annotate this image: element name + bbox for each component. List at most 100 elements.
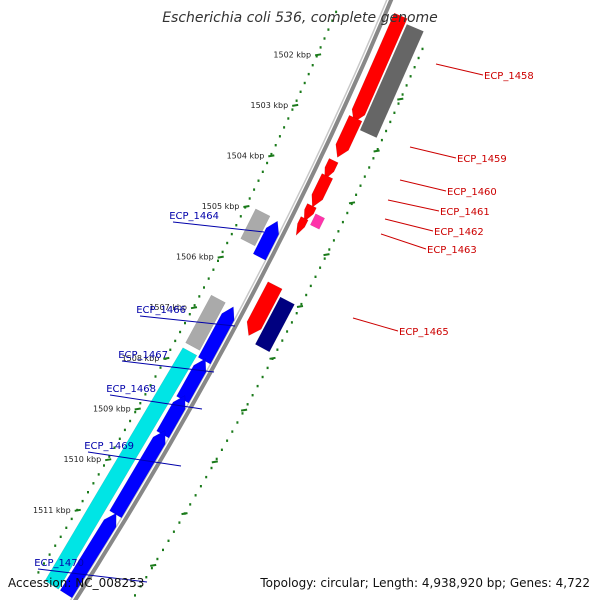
tick-label: 1506 kbp — [176, 253, 214, 262]
track-dot — [305, 293, 308, 297]
track-dot — [167, 539, 170, 542]
gene-feature — [311, 173, 334, 208]
tick-label: 1505 kbp — [202, 202, 240, 211]
gene-features — [44, 12, 424, 599]
track-dot — [184, 321, 186, 325]
track-dot — [266, 366, 269, 370]
track-dot — [239, 215, 242, 218]
track-dot — [226, 241, 229, 245]
tick-mark — [373, 149, 380, 153]
gene-feature — [359, 24, 424, 138]
gene-label[interactable]: ECP_1466 — [136, 305, 186, 316]
track-dot — [179, 330, 182, 334]
tick-mark — [163, 356, 170, 360]
gene-feature — [254, 296, 295, 353]
leader-line — [399, 179, 447, 192]
track-dot — [287, 117, 290, 120]
track-dot — [37, 571, 40, 574]
tick-mark — [296, 305, 304, 308]
track-dot — [149, 384, 152, 387]
track-dot — [70, 517, 73, 521]
tick-mark — [240, 408, 248, 412]
gene-label[interactable]: ECP_1459 — [457, 154, 507, 165]
track-dot — [139, 402, 142, 405]
track-dot — [92, 482, 95, 485]
gene-feature — [109, 430, 166, 519]
track-dot — [178, 521, 181, 524]
tick-mark — [348, 201, 356, 205]
gene-label[interactable]: ECP_1465 — [399, 327, 449, 338]
track-dot — [328, 248, 331, 251]
track-dot — [417, 56, 420, 60]
track-dot — [337, 230, 340, 233]
tick-mark — [314, 53, 322, 57]
map-title: Escherichia coli 536, complete genome — [162, 10, 438, 26]
tick-mark — [105, 458, 112, 462]
track-dot — [261, 170, 264, 173]
tick-mark — [134, 407, 141, 411]
tick-mark — [397, 97, 404, 101]
track-dot — [169, 348, 172, 351]
track-dot — [295, 99, 298, 102]
backbone-shadow — [69, 0, 388, 600]
track-dot — [103, 464, 105, 467]
track-dot — [246, 403, 249, 406]
track-dot — [299, 90, 302, 93]
gene-label[interactable]: ECP_1460 — [447, 187, 497, 198]
track-dot — [283, 126, 286, 129]
kbp-ruler: 1502 kbp 1503 kbp 1504 kbp 1505 kbp 1506… — [33, 50, 404, 567]
gene-feature — [59, 512, 117, 599]
gene-label[interactable]: ECP_1463 — [427, 245, 477, 256]
track-dot — [199, 485, 202, 488]
track-dot — [270, 152, 273, 156]
tick-mark — [181, 512, 188, 516]
tick-mark — [243, 205, 250, 208]
track-dot — [300, 302, 303, 306]
track-dot — [278, 135, 281, 138]
track-dot — [368, 166, 371, 169]
leader-line — [352, 317, 399, 332]
track-dot — [319, 46, 322, 49]
gene-feature — [197, 306, 235, 365]
track-dot — [156, 557, 159, 561]
track-dot — [236, 421, 239, 424]
track-dot — [205, 475, 208, 479]
gene-label[interactable]: ECP_1468 — [106, 384, 156, 395]
accession-text: Accession: NC_008253 — [8, 576, 144, 590]
track-dot — [350, 202, 353, 206]
gene-label[interactable]: ECP_1469 — [84, 441, 134, 452]
track-dot — [198, 295, 201, 298]
gene-feature — [240, 208, 271, 247]
gene-label[interactable]: ECP_1467 — [118, 350, 168, 361]
leader-line — [387, 199, 440, 212]
track-dot — [150, 566, 153, 570]
track-dot — [215, 457, 218, 461]
track-dot — [221, 250, 224, 254]
tick-label: 1510 kbp — [63, 455, 101, 464]
genome-summary-text: Topology: circular; Length: 4,938,920 bp… — [259, 576, 590, 590]
track-dot — [203, 286, 205, 289]
track-dot — [332, 239, 335, 242]
backbone-line — [72, 0, 394, 600]
track-dot — [231, 430, 234, 433]
gene-label[interactable]: ECP_1461 — [440, 207, 490, 218]
leader-line — [121, 360, 215, 373]
gene-label[interactable]: ECP_1462 — [434, 227, 484, 238]
tick-mark — [211, 460, 218, 464]
track-dot — [421, 47, 424, 51]
gene-label[interactable]: ECP_1470 — [34, 558, 84, 569]
track-dot — [355, 193, 358, 196]
track-dot — [253, 188, 256, 191]
track-dot — [405, 84, 408, 87]
track-dot — [145, 576, 148, 579]
track-dot — [323, 37, 326, 40]
track-dot — [385, 129, 388, 133]
gene-label[interactable]: ECP_1464 — [169, 211, 219, 222]
tick-mark — [74, 508, 81, 512]
track-dot — [97, 473, 100, 476]
track-dot — [59, 535, 62, 538]
track-dot — [118, 437, 121, 440]
gene-feature — [351, 12, 408, 123]
track-dot — [212, 268, 215, 271]
gene-label[interactable]: ECP_1458 — [484, 71, 534, 82]
